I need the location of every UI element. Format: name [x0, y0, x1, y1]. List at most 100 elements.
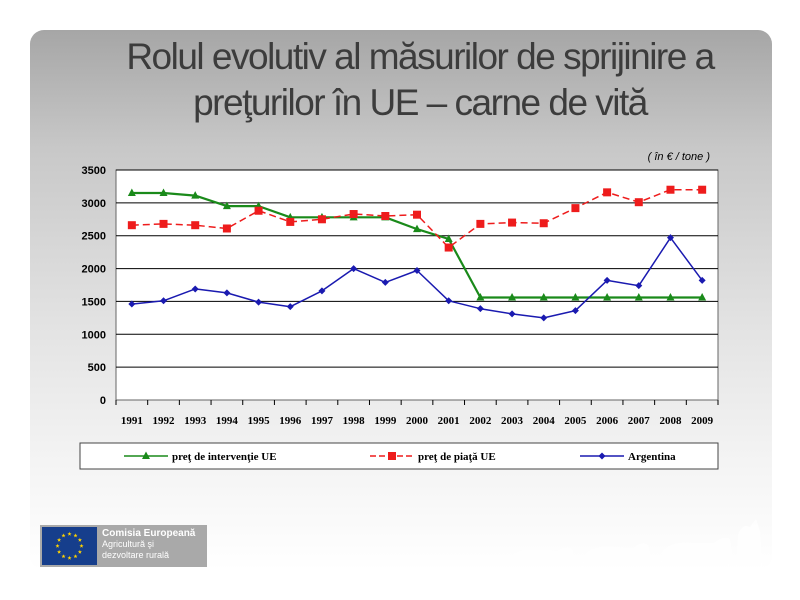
x-tick-label-2009: 2009 [691, 415, 714, 427]
series-1-point-1997 [317, 215, 326, 224]
series-1-point-2003 [508, 218, 517, 227]
series-0-point-2004 [539, 292, 548, 301]
legend-label-2: Argentina [628, 451, 676, 463]
series-0-point-1991 [127, 188, 136, 196]
farm-animals-silhouette [510, 519, 762, 567]
series-0-point-2002 [476, 292, 485, 301]
y-tick-label-2000: 2000 [82, 264, 106, 276]
x-tick-label-1992: 1992 [153, 415, 176, 427]
eu-star-icon [61, 533, 66, 538]
eu-commission-logo: Comisia Europeană Agricultură şi dezvolt… [40, 525, 207, 567]
series-2-point-2005 [571, 307, 579, 315]
series-1-point-2007 [634, 198, 643, 207]
legend-marker-1 [388, 452, 396, 460]
series-2-point-2003 [508, 310, 516, 318]
series-2-point-1993 [191, 285, 199, 293]
x-tick-label-1996: 1996 [279, 415, 302, 427]
x-tick-label-2006: 2006 [596, 415, 619, 427]
x-tick-label-2005: 2005 [564, 415, 587, 427]
series-2-point-2001 [445, 297, 453, 305]
x-tick-label-2003: 2003 [501, 415, 524, 427]
legend-label-1: preţ de piaţă UE [418, 451, 496, 463]
series-2-point-2002 [476, 305, 484, 313]
series-1-point-2008 [666, 185, 675, 194]
series-2-point-2008 [666, 234, 674, 242]
eu-star-icon [61, 554, 66, 559]
legend-marker-2 [598, 452, 606, 460]
eu-star-icon [73, 554, 78, 559]
series-1-point-2001 [444, 243, 453, 252]
legend-marker-0 [142, 451, 150, 459]
x-tick-label-2000: 2000 [406, 415, 429, 427]
series-1-point-2009 [698, 185, 707, 194]
x-tick-label-2008: 2008 [659, 415, 682, 427]
eu-star-icon [67, 555, 72, 560]
series-2-point-1991 [128, 300, 136, 308]
series-0-point-2001 [444, 234, 453, 242]
y-tick-label-2500: 2500 [82, 231, 106, 243]
x-tick-label-2007: 2007 [628, 415, 651, 427]
series-2-point-1995 [255, 298, 263, 306]
series-1-point-2005 [571, 204, 580, 213]
series-2-point-2007 [635, 282, 643, 290]
eu-star-icon [67, 531, 72, 536]
slide-title: Rolul evolutiv al măsurilor de sprijinir… [70, 34, 770, 126]
title-line-1: Rolul evolutiv al măsurilor de sprijinir… [126, 36, 715, 77]
series-1-point-1996 [286, 217, 295, 226]
logo-line-2: Agricultură şi [102, 539, 155, 549]
series-0-point-2003 [508, 292, 517, 301]
logo-text: Comisia Europeană Agricultură şi dezvolt… [102, 528, 206, 561]
series-1-point-2006 [603, 188, 612, 197]
eu-star-icon [55, 543, 60, 548]
series-1-point-1999 [381, 212, 390, 220]
series-1-point-1992 [159, 219, 168, 228]
series-1-point-1991 [127, 221, 136, 230]
series-2-point-1996 [286, 303, 294, 311]
series-0-point-2006 [603, 292, 612, 301]
y-tick-label-1500: 1500 [82, 296, 106, 308]
series-2-point-2009 [698, 276, 706, 284]
y-tick-label-500: 500 [88, 362, 106, 374]
x-tick-label-2002: 2002 [469, 415, 492, 427]
plot-area [115, 169, 719, 401]
x-tick-label-1993: 1993 [184, 415, 207, 427]
series-1-point-2000 [413, 210, 421, 219]
logo-line-3: dezvoltare rurală [102, 550, 170, 560]
series-0-point-2007 [634, 292, 643, 301]
eu-star-icon [57, 549, 62, 554]
x-tick-label-1998: 1998 [343, 415, 366, 427]
series-1-point-2002 [476, 219, 485, 228]
eu-star-icon [57, 537, 62, 542]
logo-line-1: Comisia Europeană [102, 528, 196, 539]
series-0-point-2009 [698, 292, 707, 301]
series-2-point-1997 [318, 287, 326, 295]
eu-star-icon [79, 543, 84, 548]
unit-note: ( în € / tone ) [648, 151, 711, 163]
legend-label-0: preţ de intervenţie UE [172, 451, 277, 463]
series-2-point-1994 [223, 289, 231, 297]
series-0-point-1992 [159, 188, 168, 196]
series-2-point-1999 [381, 278, 389, 286]
series-0-point-2008 [666, 292, 675, 301]
series-1-point-1998 [349, 210, 358, 219]
series-2-point-2006 [603, 276, 611, 284]
eu-flag [42, 527, 97, 565]
series-0-point-1993 [191, 191, 200, 199]
x-tick-label-1999: 1999 [374, 415, 397, 427]
series-0-point-2000 [413, 224, 421, 233]
series-1-point-1993 [191, 221, 200, 230]
x-tick-label-1994: 1994 [216, 415, 239, 427]
series-2-point-1992 [160, 297, 168, 305]
eu-stars-icon [55, 531, 84, 560]
eu-star-icon [77, 537, 82, 542]
series-0-point-1994 [222, 201, 231, 210]
series-1-point-2004 [539, 219, 548, 228]
series-2-point-2004 [540, 314, 548, 322]
eu-star-icon [73, 533, 78, 538]
series-1-point-1994 [222, 224, 231, 233]
y-tick-label-3000: 3000 [82, 198, 106, 210]
x-tick-label-1995: 1995 [248, 415, 271, 427]
series-0-point-2005 [571, 292, 580, 301]
series-2-point-2000 [413, 267, 421, 275]
